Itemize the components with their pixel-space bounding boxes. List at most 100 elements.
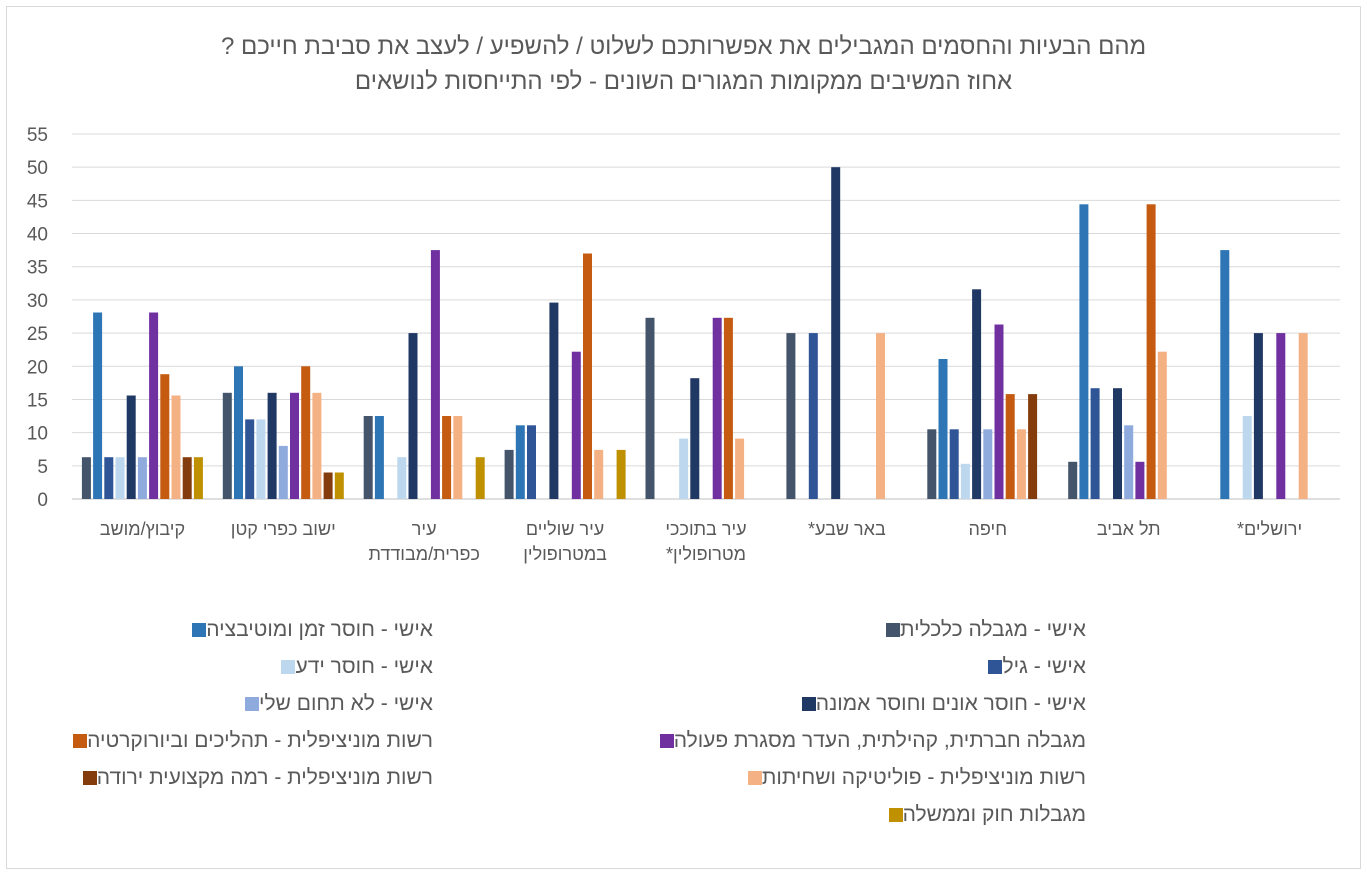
x-tick-label: מטרופולין* <box>666 544 746 564</box>
legend-swatch <box>988 660 1003 674</box>
legend-item: אישי - חוסר זמן ומוטיבציה <box>187 618 433 642</box>
legend-swatch <box>281 660 296 674</box>
legend-item: מגבלה חברתית, קהילתית, העדר מסגרת פעולה <box>655 729 1086 753</box>
bar <box>453 416 463 499</box>
bar <box>927 429 937 499</box>
legend-swatch <box>82 771 97 785</box>
legend-item: מגבלות חוק וממשלה <box>884 803 1086 827</box>
bar <box>171 395 181 499</box>
bar <box>1028 394 1038 499</box>
legend-label: רשות מוניציפלית - פוליטיקה ושחיתות <box>761 766 1086 789</box>
bar <box>115 457 125 499</box>
y-tick-label: 0 <box>37 490 48 511</box>
x-tick-label: עיר שוליים <box>526 519 604 539</box>
bar <box>735 438 745 499</box>
x-tick-label: ישוב כפרי קטן <box>231 519 336 539</box>
y-tick-label: 35 <box>27 258 48 279</box>
bar <box>938 359 948 499</box>
bar <box>1113 388 1122 499</box>
bar <box>430 250 440 499</box>
bar <box>645 317 655 499</box>
y-tick-label: 30 <box>27 291 48 312</box>
legend-swatch <box>192 623 207 637</box>
x-tick-label: חיפה <box>969 519 1008 539</box>
y-tick-label: 5 <box>37 457 48 478</box>
bar <box>408 333 418 499</box>
bar <box>267 392 277 499</box>
bar <box>1146 204 1156 500</box>
bar <box>334 472 344 499</box>
x-tick-label: קיבוץ/מושב <box>100 519 185 539</box>
legend-item: אישי - גיל <box>983 655 1086 679</box>
legend-swatch <box>244 697 259 711</box>
bar <box>193 457 203 499</box>
legend-label: אישי - חוסר אונים וחוסר אמונה <box>815 692 1086 715</box>
legend-swatch <box>73 734 88 748</box>
bar <box>234 366 243 499</box>
bar <box>1079 204 1089 500</box>
x-tick-label: עיר בתוככי <box>665 519 746 539</box>
bar <box>374 416 384 499</box>
bar <box>994 324 1004 499</box>
bar <box>1016 429 1026 499</box>
y-tick-label: 45 <box>27 191 48 212</box>
bar <box>504 449 514 499</box>
bar <box>527 425 536 499</box>
bar <box>594 449 604 499</box>
bar <box>323 472 333 499</box>
legend-label: רשות מוניציפלית - רמה מקצועית ירודה <box>96 766 433 789</box>
legend-swatch <box>747 771 762 785</box>
x-tick-label: תל אביב <box>1097 519 1161 539</box>
bar <box>808 333 818 499</box>
bar <box>93 312 103 499</box>
legend-swatch <box>659 734 674 748</box>
legend-item: רשות מוניציפלית - תהליכים וביורוקרטיה <box>68 729 433 753</box>
y-tick-label: 50 <box>27 158 48 179</box>
bar <box>616 449 626 499</box>
legend-swatch <box>801 697 816 711</box>
y-tick-label: 10 <box>27 424 48 445</box>
bar <box>137 457 147 499</box>
x-tick-label: ירושלים* <box>1237 519 1302 539</box>
x-tick-label: כפרית/מבודדת <box>368 544 479 564</box>
legend-label: אישי - גיל <box>1002 655 1086 678</box>
legend-label: רשות מוניציפלית - תהליכים וביורוקרטיה <box>87 729 433 752</box>
bar <box>256 419 266 499</box>
chart-subtitle: אחוז המשיבים ממקומות המגורים השונים - לפ… <box>354 68 1013 95</box>
legend-item: אישי - חוסר ידע <box>276 655 433 679</box>
bar <box>831 167 841 499</box>
bar <box>960 463 970 499</box>
legend-item: רשות מוניציפלית - פוליטיקה ושחיתות <box>743 766 1086 790</box>
bar <box>442 416 452 499</box>
chart-title: מהם הבעיות והחסמים המגבילים את אפשרותכם … <box>220 33 1147 60</box>
x-tick-label: עיר <box>412 519 437 539</box>
bar <box>290 392 299 499</box>
bar <box>571 351 581 499</box>
bar <box>983 429 993 499</box>
bar <box>712 317 722 499</box>
bar <box>1242 416 1252 499</box>
bar <box>949 429 959 499</box>
y-tick-label: 25 <box>27 324 48 345</box>
legend-swatch <box>886 623 901 637</box>
legend-label: אישי - חוסר ידע <box>295 655 433 678</box>
legend-item: אישי - מגבלה כלכלית <box>881 618 1086 642</box>
bar <box>301 366 311 499</box>
bar <box>363 416 373 499</box>
bar <box>723 317 733 499</box>
bar <box>475 457 485 499</box>
bar <box>583 253 592 499</box>
bar <box>786 333 796 499</box>
bar <box>149 312 159 499</box>
y-tick-label: 20 <box>27 357 48 378</box>
bar <box>126 395 136 499</box>
bar <box>876 333 885 499</box>
bar <box>1276 333 1286 499</box>
bar <box>1157 351 1167 499</box>
bar <box>679 438 689 499</box>
bar <box>397 457 407 499</box>
legend-label: אישי - מגבלה כלכלית <box>900 618 1086 641</box>
y-tick-label: 15 <box>27 390 48 411</box>
legend-label: אישי - לא תחום שלי <box>258 692 433 715</box>
